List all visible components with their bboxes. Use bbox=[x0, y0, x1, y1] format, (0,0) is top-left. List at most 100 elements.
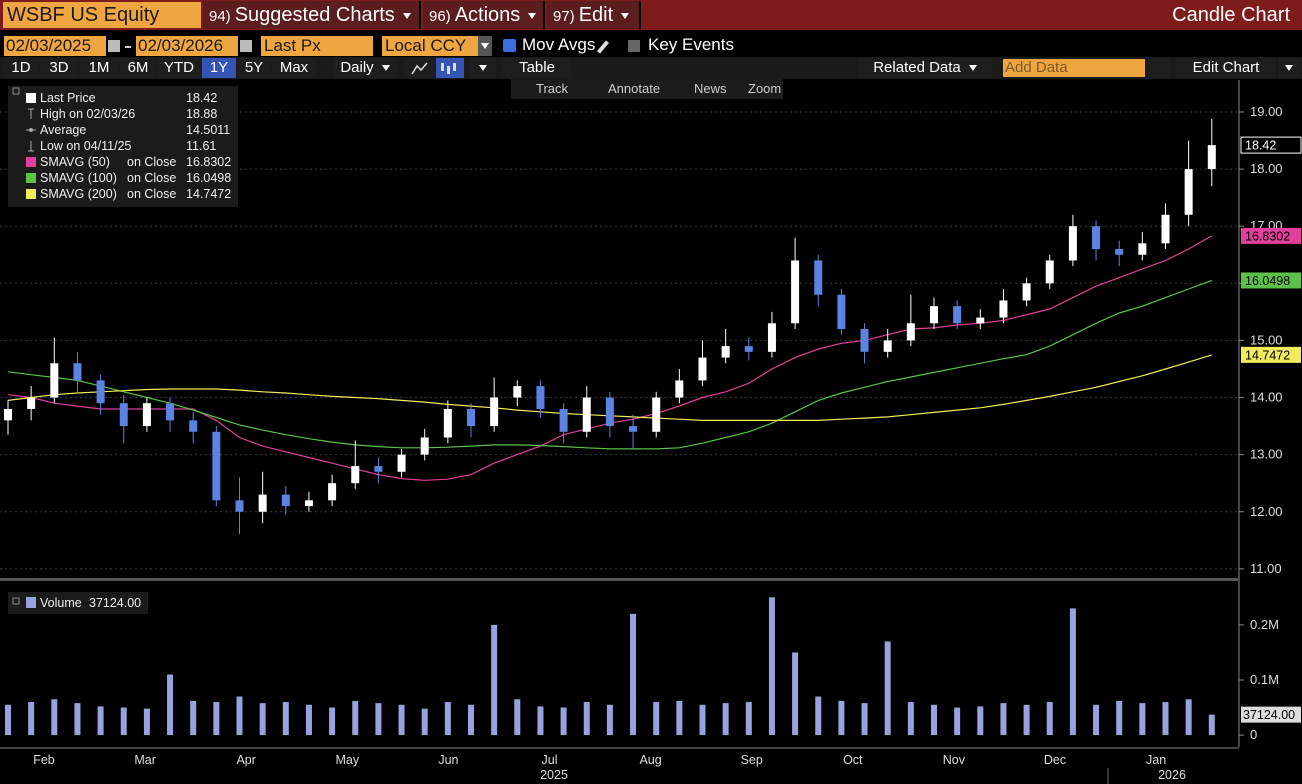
candle-body bbox=[258, 494, 267, 512]
table-button[interactable]: Table bbox=[503, 58, 571, 78]
candle-body bbox=[443, 408, 452, 438]
candle-body bbox=[351, 466, 360, 484]
year-label: 2025 bbox=[540, 768, 568, 782]
volume-bar bbox=[699, 704, 706, 736]
legend-basis: on Close bbox=[127, 187, 176, 201]
candle-body bbox=[96, 380, 105, 404]
chart-tool[interactable]: Track bbox=[536, 81, 569, 96]
related-data-label: Related Data bbox=[873, 59, 961, 76]
volume-bar bbox=[1069, 608, 1076, 736]
volume-bar bbox=[815, 696, 822, 736]
candle-body bbox=[629, 426, 638, 432]
edit-chart-button[interactable]: Edit Chart bbox=[1176, 58, 1276, 78]
line-icon bbox=[411, 62, 428, 75]
ticker-input[interactable]: WSBF US Equity bbox=[3, 2, 201, 28]
volume-bar bbox=[1208, 714, 1215, 736]
y-tick-label: 0.2M bbox=[1250, 617, 1279, 632]
candle-body bbox=[930, 306, 938, 324]
volume-bar bbox=[861, 703, 868, 736]
x-tick-label: Aug bbox=[639, 753, 661, 767]
x-tick-label: Nov bbox=[943, 753, 966, 767]
frequency-label: Daily bbox=[340, 59, 374, 76]
menu-suggested[interactable]: 94) Suggested Charts bbox=[203, 1, 421, 29]
related-data-button[interactable]: Related Data bbox=[858, 58, 992, 78]
value-tag-label: 37124.00 bbox=[1243, 708, 1295, 722]
candle-body bbox=[235, 500, 244, 512]
candle-body bbox=[582, 397, 591, 432]
period-button[interactable]: Max bbox=[272, 58, 316, 78]
add-data-input[interactable]: Add Data bbox=[1003, 59, 1145, 77]
y-tick-label: 0.1M bbox=[1250, 672, 1279, 687]
menu-actions[interactable]: 96) Actions bbox=[423, 1, 545, 29]
candle-body bbox=[605, 397, 614, 427]
volume-bar bbox=[1139, 703, 1146, 736]
volume-legend-box bbox=[8, 592, 148, 614]
value-tag bbox=[1241, 706, 1301, 723]
menu-edit[interactable]: 97) Edit bbox=[547, 1, 641, 29]
menu-num: 97) bbox=[553, 8, 575, 25]
period-button[interactable]: YTD bbox=[157, 58, 201, 78]
period-button[interactable]: 1D bbox=[3, 58, 39, 78]
calendar-icon[interactable] bbox=[240, 40, 252, 52]
y-tick-label: 12.00 bbox=[1250, 504, 1283, 519]
frequency-button[interactable]: Daily bbox=[333, 58, 397, 78]
candle-body bbox=[698, 357, 707, 381]
period-button[interactable]: 5Y bbox=[237, 58, 271, 78]
period-button[interactable]: 3D bbox=[40, 58, 78, 78]
mov-avgs-checkbox[interactable] bbox=[503, 39, 516, 52]
menu-label: Suggested Charts bbox=[234, 4, 395, 26]
candle-body bbox=[397, 454, 406, 472]
value-tag-label: 14.7472 bbox=[1245, 348, 1290, 362]
field-select[interactable]: Last Px bbox=[261, 36, 373, 56]
candle-body bbox=[212, 431, 221, 501]
chart-tool[interactable]: Annotate bbox=[608, 81, 661, 96]
volume-bar bbox=[676, 700, 683, 736]
mov-avgs-label[interactable]: Mov Avgs bbox=[522, 35, 596, 54]
type-dropdown[interactable] bbox=[470, 58, 496, 78]
view-title: Candle Chart bbox=[1172, 4, 1290, 26]
currency-select[interactable]: Local CCY bbox=[382, 36, 478, 56]
value-tag bbox=[1240, 136, 1302, 154]
candle-body bbox=[953, 306, 962, 324]
period-button[interactable]: 1M bbox=[79, 58, 119, 78]
candle-body bbox=[1068, 226, 1077, 261]
candle-body bbox=[814, 260, 823, 295]
x-tick-label: Mar bbox=[134, 753, 156, 767]
candle-body bbox=[328, 483, 337, 501]
key-events-checkbox[interactable] bbox=[628, 40, 640, 52]
menu-num: 96) bbox=[429, 8, 451, 25]
value-tag bbox=[1241, 227, 1301, 244]
candle-body bbox=[767, 323, 776, 352]
legend-basis: on Close bbox=[127, 171, 176, 185]
volume-bar bbox=[722, 703, 729, 736]
candle-body bbox=[119, 403, 128, 427]
volume-bar bbox=[167, 674, 174, 736]
collapse-icon bbox=[12, 597, 20, 605]
volume-bar bbox=[491, 624, 498, 736]
chart-tool[interactable]: News bbox=[694, 81, 727, 96]
key-events-label[interactable]: Key Events bbox=[648, 35, 734, 54]
x-tick-label: Jan bbox=[1146, 753, 1166, 767]
volume-bar bbox=[560, 707, 567, 736]
period-button[interactable]: 6M bbox=[120, 58, 156, 78]
candle-body bbox=[976, 317, 985, 324]
currency-dropdown[interactable] bbox=[478, 36, 492, 56]
chart-tools bbox=[511, 79, 783, 99]
legend-swatch bbox=[26, 189, 36, 199]
volume-legend-label: Volume bbox=[40, 596, 82, 610]
legend-label: SMAVG (100) bbox=[40, 171, 117, 185]
legend-swatch bbox=[26, 93, 36, 103]
collapse-button[interactable] bbox=[1148, 58, 1170, 78]
x-tick-label: Jul bbox=[542, 753, 558, 767]
x-tick-label: Apr bbox=[236, 753, 255, 767]
legend-value: 11.61 bbox=[186, 139, 216, 153]
start-date[interactable]: 02/03/2025 bbox=[4, 36, 106, 56]
end-date[interactable]: 02/03/2026 bbox=[136, 36, 238, 56]
calendar-icon[interactable] bbox=[108, 40, 120, 52]
edit-chart-dropdown[interactable] bbox=[1278, 58, 1300, 78]
candle-body bbox=[999, 300, 1008, 318]
volume-bar bbox=[792, 652, 799, 736]
period-button[interactable]: 1Y bbox=[202, 58, 236, 78]
legend-value: 16.0498 bbox=[186, 171, 231, 185]
chart-tool[interactable]: Zoom bbox=[748, 81, 782, 96]
